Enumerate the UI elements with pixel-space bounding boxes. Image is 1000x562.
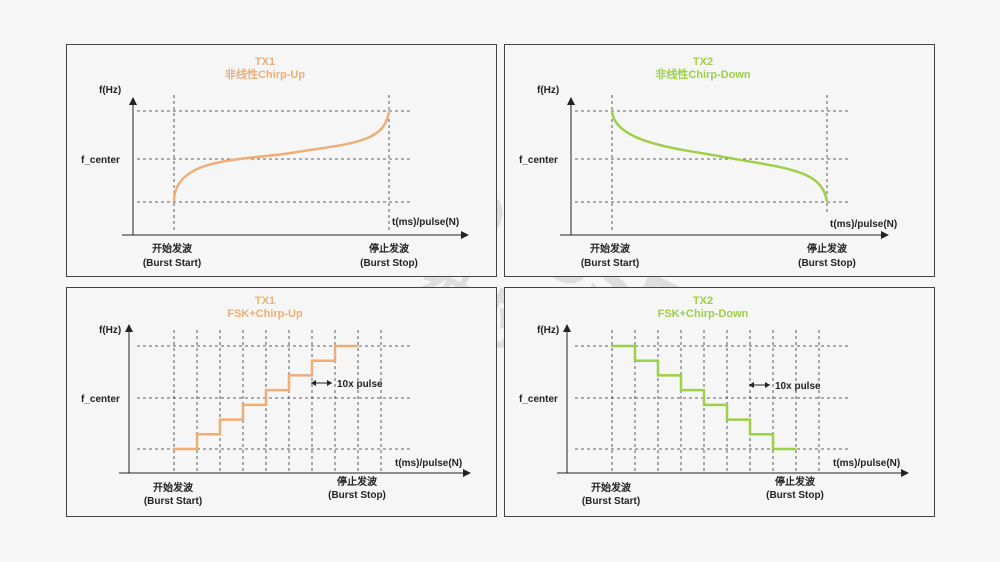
y-axis-arrow <box>567 97 575 105</box>
x-axis-label: t(ms)/pulse(N) <box>395 458 462 469</box>
dashed-guides <box>137 95 412 233</box>
center-label: f_center <box>81 394 120 405</box>
pulse-grid <box>173 330 382 471</box>
panel-tx1-fsk-chirp-up: TX1 FSK+Chirp-Up f(Hz) f_center t(ms)/pu… <box>66 287 497 517</box>
burst-start-sub: (Burst Start) <box>144 496 202 507</box>
burst-start-label: 开始发波 <box>591 481 632 494</box>
y-axis-label: f(Hz) <box>537 85 559 96</box>
x-axis-label: t(ms)/pulse(N) <box>392 217 459 228</box>
burst-start-sub: (Burst Start) <box>581 258 639 269</box>
pulse-annotation: 10x pulse <box>749 381 821 392</box>
panel-tx1-nonlinear-chirp-up: TX1 非线性Chirp-Up f(Hz) f_center t(ms)/pul… <box>66 44 497 277</box>
axes <box>119 324 471 477</box>
x-axis-arrow <box>901 469 909 477</box>
dashed-guides <box>575 345 850 450</box>
panel-title: TX2 <box>693 56 713 68</box>
panel-subtitle: FSK+Chirp-Down <box>658 308 749 320</box>
burst-stop-sub: (Burst Stop) <box>360 258 418 269</box>
chart-tx2-nonlinear-chirp-down: TX2 非线性Chirp-Down f(Hz) f_center t(ms)/p… <box>519 56 897 269</box>
y-axis-arrow <box>563 324 571 332</box>
panel-subtitle: FSK+Chirp-Up <box>227 308 303 320</box>
x-axis-arrow <box>463 469 471 477</box>
y-axis-label: f(Hz) <box>99 85 121 96</box>
pulse-annotation: 10x pulse <box>311 379 383 390</box>
pulse-label: 10x pulse <box>775 381 821 392</box>
burst-stop-sub: (Burst Stop) <box>328 490 386 501</box>
dashed-guides <box>137 345 412 450</box>
chart-tx1-fsk-chirp-up: TX1 FSK+Chirp-Up f(Hz) f_center t(ms)/pu… <box>81 295 471 507</box>
burst-start-sub: (Burst Start) <box>143 258 201 269</box>
axes <box>557 324 909 477</box>
y-axis-arrow <box>129 97 137 105</box>
pulse-arrow-left <box>749 382 754 388</box>
dashed-guides <box>575 95 850 233</box>
burst-stop-sub: (Burst Stop) <box>766 490 824 501</box>
pulse-arrow-right <box>765 382 770 388</box>
panel-title: TX2 <box>693 295 713 307</box>
y-axis-label: f(Hz) <box>99 325 121 336</box>
center-label: f_center <box>519 155 558 166</box>
chart-tx1-nonlinear-chirp-up: TX1 非线性Chirp-Up f(Hz) f_center t(ms)/pul… <box>81 56 469 269</box>
pulse-arrow-right <box>327 380 332 386</box>
y-axis-label: f(Hz) <box>537 325 559 336</box>
fsk-step-up-trace <box>174 344 358 451</box>
burst-start-label: 开始发波 <box>152 242 193 255</box>
burst-stop-label: 停止发波 <box>807 242 848 255</box>
panel-tx2-nonlinear-chirp-down: TX2 非线性Chirp-Down f(Hz) f_center t(ms)/p… <box>504 44 935 277</box>
x-axis-label: t(ms)/pulse(N) <box>833 458 900 469</box>
x-axis-arrow <box>461 231 469 239</box>
burst-stop-label: 停止发波 <box>369 242 410 255</box>
panel-subtitle: 非线性Chirp-Down <box>655 67 751 81</box>
pulse-label: 10x pulse <box>337 379 383 390</box>
chirp-up-curve <box>172 110 391 203</box>
chirp-down-curve <box>610 110 829 203</box>
x-axis-label: t(ms)/pulse(N) <box>830 219 897 230</box>
pulse-arrow-left <box>311 380 316 386</box>
burst-stop-label: 停止发波 <box>775 475 816 488</box>
center-label: f_center <box>81 155 120 166</box>
panel-subtitle: 非线性Chirp-Up <box>225 67 305 81</box>
axes <box>560 97 889 239</box>
burst-start-sub: (Burst Start) <box>582 496 640 507</box>
y-axis-arrow <box>125 324 133 332</box>
axes <box>122 97 469 239</box>
fsk-step-down-trace <box>612 344 796 451</box>
burst-stop-label: 停止发波 <box>337 475 378 488</box>
burst-start-label: 开始发波 <box>590 242 631 255</box>
burst-stop-sub: (Burst Stop) <box>798 258 856 269</box>
burst-start-label: 开始发波 <box>153 481 194 494</box>
panel-tx2-fsk-chirp-down: TX2 FSK+Chirp-Down f(Hz) f_center t(ms)/… <box>504 287 935 517</box>
center-label: f_center <box>519 394 558 405</box>
chart-tx2-fsk-chirp-down: TX2 FSK+Chirp-Down f(Hz) f_center t(ms)/… <box>519 295 909 507</box>
panel-title: TX1 <box>255 295 275 307</box>
x-axis-arrow <box>881 231 889 239</box>
panel-title: TX1 <box>255 56 275 68</box>
